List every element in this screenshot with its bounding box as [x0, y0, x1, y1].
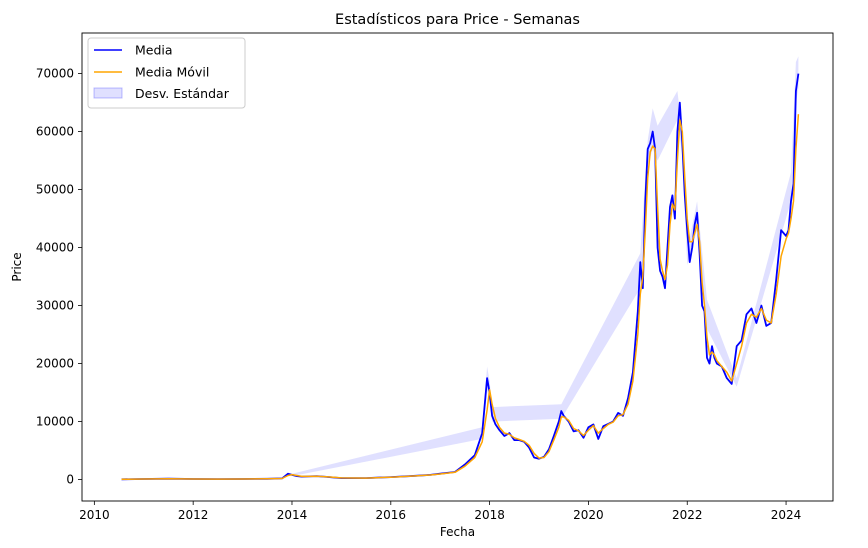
x-tick-label: 2020 [573, 508, 604, 522]
y-tick-label: 70000 [36, 67, 74, 81]
series-line-media-movil [121, 114, 800, 481]
x-tick-label: 2012 [178, 508, 209, 522]
y-axis-ticks: 0 10000 20000 30000 40000 50000 60000 70000 [36, 67, 82, 487]
x-axis-label: Fecha [440, 525, 475, 539]
series-lines [121, 73, 800, 481]
legend: Media Media Móvil Desv. Estándar [87, 37, 246, 109]
x-tick-label: 2018 [474, 508, 505, 522]
x-tick-label: 2024 [771, 508, 802, 522]
legend-swatch-desv-estandar [93, 87, 123, 99]
x-axis-ticks: 2010 2012 2014 2016 2018 2020 2022 2024 [79, 501, 801, 522]
x-tick-label: 2016 [376, 508, 407, 522]
x-tick-label: 2022 [672, 508, 703, 522]
legend-label-media-movil: Media Móvil [135, 65, 209, 80]
y-axis-label: Price [10, 252, 24, 281]
y-tick-label: 0 [66, 473, 74, 487]
plot-area [81, 32, 834, 502]
x-tick-label: 2010 [79, 508, 110, 522]
y-tick-label: 50000 [36, 183, 74, 197]
y-tick-label: 10000 [36, 415, 74, 429]
y-tick-label: 40000 [36, 241, 74, 255]
legend-label-desv-estandar: Desv. Estándar [135, 86, 230, 101]
legend-box [87, 37, 246, 109]
y-tick-label: 60000 [36, 125, 74, 139]
legend-label-media: Media [135, 43, 173, 58]
y-tick-label: 30000 [36, 299, 74, 313]
chart-title: Estadísticos para Price - Semanas [335, 12, 580, 28]
y-tick-label: 20000 [36, 357, 74, 371]
x-tick-label: 2014 [277, 508, 308, 522]
